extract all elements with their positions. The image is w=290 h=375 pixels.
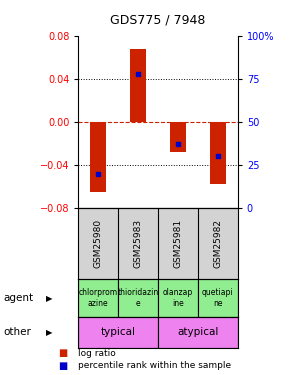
Bar xyxy=(210,122,226,184)
Bar xyxy=(158,317,238,348)
Bar xyxy=(130,49,146,122)
Text: GSM25983: GSM25983 xyxy=(134,219,143,268)
Bar xyxy=(78,279,118,317)
Bar xyxy=(170,122,186,152)
Text: log ratio: log ratio xyxy=(78,349,116,358)
Text: atypical: atypical xyxy=(177,327,219,337)
Text: GSM25980: GSM25980 xyxy=(94,219,103,268)
Bar xyxy=(78,317,158,348)
Text: GDS775 / 7948: GDS775 / 7948 xyxy=(110,13,206,26)
Text: quetiapi
ne: quetiapi ne xyxy=(202,288,234,308)
Bar xyxy=(158,279,198,317)
Text: agent: agent xyxy=(3,293,33,303)
Bar xyxy=(198,279,238,317)
Bar xyxy=(90,122,106,192)
Text: GSM25982: GSM25982 xyxy=(213,219,222,268)
Text: other: other xyxy=(3,327,31,337)
Text: ■: ■ xyxy=(58,348,67,358)
Text: thioridazin
e: thioridazin e xyxy=(117,288,159,308)
Text: ▶: ▶ xyxy=(46,294,52,303)
Text: typical: typical xyxy=(101,327,136,337)
Text: GSM25981: GSM25981 xyxy=(173,219,182,268)
Text: percentile rank within the sample: percentile rank within the sample xyxy=(78,361,231,370)
Text: olanzap
ine: olanzap ine xyxy=(163,288,193,308)
Bar xyxy=(118,279,158,317)
Text: ▶: ▶ xyxy=(46,328,52,337)
Text: chlorprom
azine: chlorprom azine xyxy=(79,288,118,308)
Text: ■: ■ xyxy=(58,361,67,370)
